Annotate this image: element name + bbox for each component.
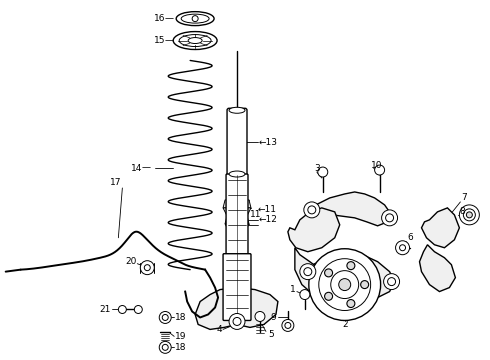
Circle shape (304, 268, 312, 276)
Circle shape (162, 345, 168, 350)
Text: 20: 20 (125, 257, 136, 266)
Polygon shape (295, 248, 322, 292)
Ellipse shape (179, 35, 211, 46)
Circle shape (319, 259, 370, 310)
Ellipse shape (229, 171, 245, 177)
Ellipse shape (188, 37, 202, 44)
Circle shape (144, 265, 150, 271)
Circle shape (309, 249, 381, 320)
Polygon shape (288, 208, 340, 252)
FancyBboxPatch shape (223, 254, 251, 320)
Circle shape (300, 289, 310, 300)
Text: —: — (164, 14, 173, 23)
Circle shape (395, 241, 410, 255)
FancyBboxPatch shape (226, 174, 248, 256)
Circle shape (382, 210, 397, 226)
Circle shape (324, 292, 333, 300)
Text: 17: 17 (110, 179, 122, 188)
Circle shape (229, 314, 245, 329)
Circle shape (300, 264, 316, 280)
Circle shape (347, 300, 355, 307)
Circle shape (119, 306, 126, 314)
Text: 21: 21 (99, 305, 110, 314)
Circle shape (192, 15, 198, 22)
Circle shape (159, 341, 171, 353)
Text: 19: 19 (175, 332, 187, 341)
Text: —: — (164, 36, 173, 45)
Circle shape (464, 209, 475, 221)
Circle shape (347, 262, 355, 270)
Polygon shape (305, 255, 394, 298)
Circle shape (361, 280, 368, 289)
Text: 1: 1 (290, 285, 296, 294)
FancyBboxPatch shape (227, 108, 247, 176)
Text: ←12: ←12 (259, 215, 278, 224)
Text: 2: 2 (342, 320, 347, 329)
Circle shape (324, 269, 333, 277)
Polygon shape (227, 240, 247, 248)
Text: ←11: ←11 (258, 206, 277, 215)
Circle shape (233, 318, 241, 325)
Polygon shape (195, 288, 278, 329)
Ellipse shape (229, 107, 245, 113)
Polygon shape (223, 208, 251, 216)
Polygon shape (225, 216, 249, 224)
Ellipse shape (181, 14, 209, 23)
Circle shape (140, 261, 154, 275)
Circle shape (308, 206, 316, 214)
Circle shape (304, 202, 320, 218)
Polygon shape (225, 224, 249, 232)
Text: 5: 5 (268, 330, 274, 339)
Circle shape (466, 212, 472, 218)
Circle shape (399, 245, 406, 251)
Text: 9: 9 (270, 313, 276, 322)
Text: —: — (141, 163, 150, 172)
Text: 15: 15 (154, 36, 165, 45)
Text: ←13: ←13 (259, 138, 278, 147)
Circle shape (255, 311, 265, 321)
Polygon shape (421, 208, 460, 248)
Text: 10: 10 (370, 161, 382, 170)
Circle shape (386, 214, 393, 222)
Text: 4: 4 (217, 325, 222, 334)
Text: 18: 18 (175, 343, 187, 352)
Text: 6: 6 (408, 233, 413, 242)
Text: 11: 11 (250, 210, 262, 219)
Polygon shape (227, 232, 247, 240)
Text: 18: 18 (175, 313, 187, 322)
Circle shape (375, 165, 385, 175)
Circle shape (460, 205, 479, 225)
Polygon shape (310, 192, 392, 226)
Text: 8: 8 (460, 207, 465, 216)
Circle shape (331, 271, 359, 298)
Circle shape (162, 315, 168, 320)
Circle shape (388, 278, 395, 285)
Polygon shape (223, 200, 251, 208)
Ellipse shape (173, 32, 217, 50)
Ellipse shape (176, 12, 214, 26)
Circle shape (134, 306, 142, 314)
Text: 14: 14 (131, 163, 142, 172)
Text: 3: 3 (314, 163, 319, 172)
Text: 7: 7 (462, 193, 467, 202)
Circle shape (339, 279, 351, 291)
Text: 16: 16 (154, 14, 165, 23)
Polygon shape (419, 245, 455, 292)
Circle shape (318, 167, 328, 177)
Circle shape (285, 323, 291, 328)
Circle shape (159, 311, 171, 323)
Circle shape (384, 274, 399, 289)
Circle shape (282, 319, 294, 332)
